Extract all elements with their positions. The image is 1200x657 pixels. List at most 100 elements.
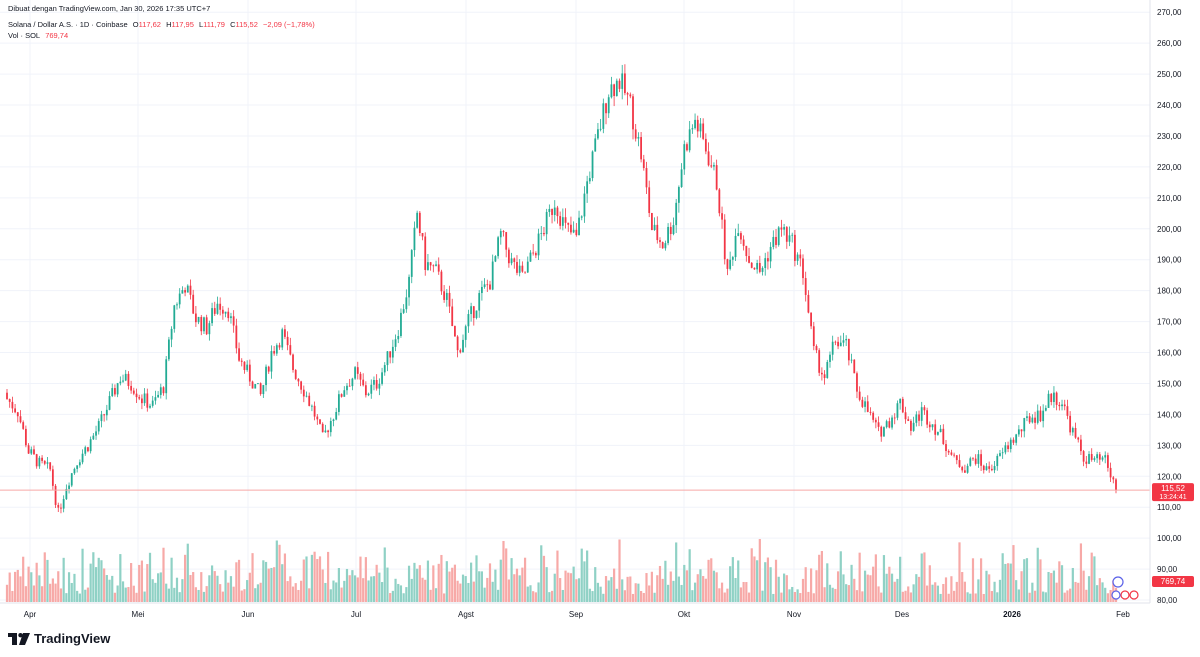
candle-body bbox=[1061, 404, 1063, 407]
candle-body bbox=[834, 341, 837, 343]
volume-bar bbox=[496, 589, 500, 602]
candle-body bbox=[715, 165, 718, 190]
price-axis[interactable]: 80,00 90,00 100,00 110,00 120,00 130,00 140,00… bbox=[1149, 0, 1182, 605]
candle-body bbox=[235, 325, 238, 349]
candle-body bbox=[216, 303, 219, 314]
candle-body bbox=[33, 449, 35, 455]
candle-body bbox=[130, 385, 133, 391]
volume-bar bbox=[1096, 585, 1099, 602]
volume-bar bbox=[1087, 576, 1091, 602]
symbol-legend[interactable]: Solana / Dollar A.S. · 1D · Coinbase O11… bbox=[8, 20, 315, 29]
candle-body bbox=[915, 414, 918, 423]
candle-body bbox=[796, 254, 799, 261]
candle-body bbox=[518, 265, 521, 273]
candle-body bbox=[238, 348, 240, 361]
volume-bar bbox=[672, 580, 675, 602]
volume-bar bbox=[720, 582, 724, 602]
volume-bar bbox=[572, 566, 575, 602]
candle-body bbox=[483, 284, 486, 287]
volume-bar bbox=[712, 570, 716, 602]
time-axis[interactable]: Apr Mei Jun Jul Agst Sep Okt Nov Des 2026 Feb bbox=[0, 602, 1150, 619]
tradingview-logo-icon bbox=[8, 632, 30, 645]
volume-bar bbox=[480, 571, 484, 602]
candle-body bbox=[162, 387, 165, 394]
candle-body bbox=[499, 231, 502, 238]
volume-bar bbox=[826, 563, 829, 602]
volume-bar bbox=[521, 567, 524, 602]
candle-body bbox=[521, 265, 524, 272]
candle-body bbox=[1096, 454, 1099, 459]
volume-bar bbox=[974, 593, 977, 602]
volume-bar bbox=[316, 559, 319, 602]
volume-bar bbox=[294, 583, 297, 602]
volume-bar bbox=[1033, 590, 1037, 602]
volume-bar bbox=[146, 564, 149, 602]
volume-bar bbox=[831, 587, 834, 602]
candle-body bbox=[740, 233, 742, 240]
volume-bar bbox=[340, 587, 343, 602]
volume-bar bbox=[200, 572, 203, 602]
candle-body bbox=[346, 385, 348, 391]
candle-body bbox=[597, 129, 599, 139]
volume-bar bbox=[197, 589, 200, 602]
candle-body bbox=[1069, 415, 1072, 433]
volume-bar bbox=[928, 565, 931, 602]
candle-body bbox=[583, 193, 586, 217]
candle-body bbox=[14, 408, 16, 413]
volume-bar bbox=[971, 558, 975, 602]
volume-bar bbox=[345, 568, 349, 602]
candle-body bbox=[812, 326, 815, 347]
candle-body bbox=[702, 123, 705, 139]
volume-bar bbox=[443, 593, 446, 602]
volume-bar bbox=[356, 577, 359, 602]
candle-body bbox=[116, 383, 119, 395]
volume-bar bbox=[890, 573, 894, 602]
candle-body bbox=[605, 103, 607, 114]
volume-bar bbox=[192, 572, 195, 602]
volume-legend[interactable]: Vol · SOL 769,74 bbox=[8, 31, 68, 40]
candle-body bbox=[885, 421, 888, 428]
volume-bar bbox=[702, 576, 705, 602]
volume-bar bbox=[329, 589, 332, 602]
volume-bar bbox=[459, 583, 462, 602]
candle-body bbox=[451, 306, 454, 327]
volume-bar bbox=[494, 569, 497, 602]
volume-bar bbox=[836, 571, 840, 602]
time-tick-label: Jul bbox=[351, 610, 361, 619]
volume-bar bbox=[62, 557, 65, 602]
candle-body bbox=[35, 454, 38, 467]
volume-bar bbox=[934, 582, 937, 602]
candle-body bbox=[208, 323, 211, 335]
last-volume-badge bbox=[1152, 576, 1194, 587]
volume-bar bbox=[615, 588, 618, 602]
volume-bar bbox=[926, 585, 929, 602]
candle-body bbox=[27, 445, 30, 454]
candle-body bbox=[829, 354, 831, 362]
volume-bar bbox=[178, 592, 181, 602]
price-tick-label: 90,00 bbox=[1157, 565, 1178, 574]
volume-bar bbox=[853, 578, 856, 602]
volume-bar bbox=[710, 558, 713, 602]
candle-body bbox=[1082, 451, 1085, 462]
candle-body bbox=[750, 262, 753, 268]
candle-body bbox=[742, 239, 745, 246]
candle-body bbox=[151, 400, 154, 406]
candle-body bbox=[624, 73, 626, 94]
volume-bar bbox=[899, 556, 902, 602]
volume-bar bbox=[300, 580, 303, 602]
candle-body bbox=[969, 458, 972, 466]
volume-bar bbox=[1069, 588, 1072, 602]
candle-body bbox=[108, 396, 111, 410]
candle-body bbox=[837, 341, 839, 347]
volume-bar bbox=[92, 552, 95, 602]
tradingview-logo[interactable]: TradingView bbox=[8, 631, 110, 646]
candle-body bbox=[97, 421, 100, 432]
volume-bar bbox=[65, 593, 68, 602]
volume-bar bbox=[1055, 582, 1058, 602]
candle-body bbox=[513, 258, 516, 262]
candle-body bbox=[939, 428, 942, 433]
volume-bar bbox=[248, 572, 251, 602]
volume-bar bbox=[1058, 561, 1061, 602]
volume-bar bbox=[22, 556, 25, 602]
